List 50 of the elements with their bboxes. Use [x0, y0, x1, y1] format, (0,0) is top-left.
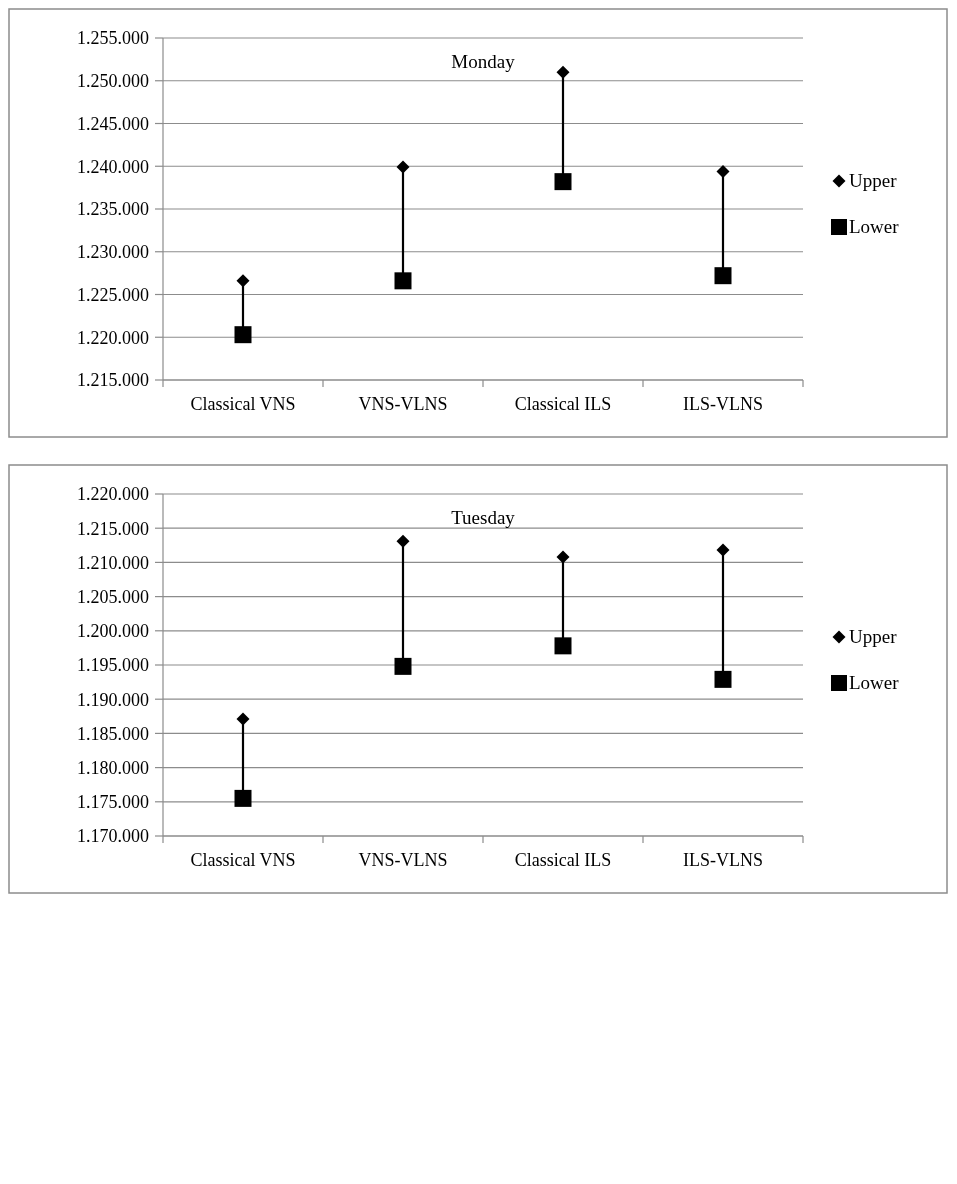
x-tick-label: ILS-VLNS: [683, 394, 763, 414]
legend-label: Lower: [849, 216, 900, 237]
x-tick-label: Classical VNS: [190, 850, 296, 870]
point: [396, 160, 410, 174]
y-tick-label: 1.245.000: [77, 113, 149, 134]
point: [714, 267, 732, 285]
point: [716, 543, 730, 557]
y-tick-label: 1.240.000: [77, 156, 149, 177]
y-tick-label: 1.195.000: [77, 655, 149, 676]
y-tick-label: 1.230.000: [77, 242, 149, 263]
legend-label: Upper: [849, 626, 898, 647]
point: [394, 657, 412, 675]
x-tick-label: Classical ILS: [514, 394, 612, 414]
y-tick-label: 1.255.000: [77, 28, 149, 49]
y-tick-label: 1.190.000: [77, 689, 149, 710]
text: Monday: [451, 51, 516, 72]
point: [234, 789, 252, 807]
point: [236, 712, 250, 726]
y-tick-label: 1.225.000: [77, 284, 149, 305]
y-tick-label: 1.210.000: [77, 552, 149, 573]
y-tick-label: 1.180.000: [77, 757, 149, 778]
legend-label: Upper: [849, 170, 898, 191]
x-tick-label: VNS-VLNS: [358, 850, 448, 870]
point: [554, 173, 572, 191]
y-tick-label: 1.185.000: [77, 723, 149, 744]
y-tick-label: 1.170.000: [77, 826, 149, 847]
y-tick-label: 1.220.000: [77, 327, 149, 348]
x-tick-label: VNS-VLNS: [358, 394, 448, 414]
point: [234, 326, 252, 344]
text: Tuesday: [451, 507, 516, 528]
x-tick-label: Classical VNS: [190, 394, 296, 414]
x-tick-label: ILS-VLNS: [683, 850, 763, 870]
y-tick-label: 1.250.000: [77, 71, 149, 92]
point: [556, 550, 570, 564]
point: [236, 274, 250, 288]
legend-label: Lower: [849, 672, 900, 693]
point: [714, 670, 732, 688]
y-tick-label: 1.220.000: [77, 484, 149, 505]
y-tick-label: 1.235.000: [77, 199, 149, 220]
point: [716, 164, 730, 178]
point: [396, 534, 410, 548]
point: [554, 637, 572, 655]
y-tick-label: 1.215.000: [77, 518, 149, 539]
y-tick-label: 1.205.000: [77, 586, 149, 607]
point: [556, 65, 570, 79]
y-tick-label: 1.200.000: [77, 621, 149, 642]
point: [394, 272, 412, 290]
y-tick-label: 1.175.000: [77, 792, 149, 813]
x-tick-label: Classical ILS: [514, 850, 612, 870]
y-tick-label: 1.215.000: [77, 370, 149, 391]
